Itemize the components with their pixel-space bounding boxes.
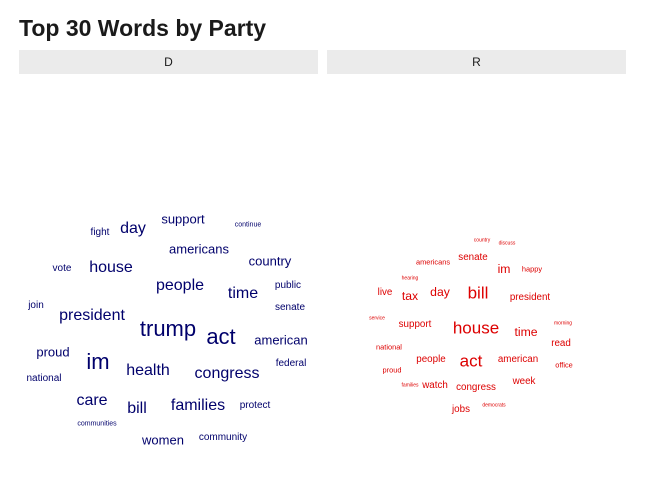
word-r-day: day xyxy=(430,284,450,299)
word-d-support: support xyxy=(161,211,205,227)
word-r-discuss: discuss xyxy=(498,240,516,247)
word-d-vote: vote xyxy=(52,263,72,274)
word-r-country: country xyxy=(473,237,491,244)
word-r-service: service xyxy=(369,315,385,322)
word-d-senate: senate xyxy=(274,302,306,313)
word-d-fight: fight xyxy=(90,227,110,238)
word-d-trump: trump xyxy=(139,316,197,341)
word-d-country: country xyxy=(248,253,292,269)
word-r-im: im xyxy=(497,261,511,276)
word-d-act: act xyxy=(206,324,236,349)
chart-title: Top 30 Words by Party xyxy=(19,15,267,41)
word-r-americans: americans xyxy=(415,257,451,267)
word-d-congress: congress xyxy=(194,365,260,382)
facet-panel-r: R bill house act time day tax im american people… xyxy=(327,50,626,490)
word-r-hearing: hearing xyxy=(401,275,419,282)
word-r-democrats: democrats xyxy=(482,402,506,409)
word-d-president: president xyxy=(59,307,125,324)
word-d-care: care xyxy=(76,392,108,409)
word-d-join: join xyxy=(28,300,44,311)
word-cloud-r: bill house act time day tax im american people pr… xyxy=(327,74,626,490)
word-r-president: president xyxy=(509,292,551,304)
word-r-happy: happy xyxy=(521,264,543,274)
word-r-read: read xyxy=(551,338,571,350)
word-d-proud: proud xyxy=(36,344,70,360)
word-r-bill: bill xyxy=(467,283,489,303)
word-r-morning: morning xyxy=(553,320,573,327)
word-r-families: families xyxy=(401,382,419,389)
word-r-support: support xyxy=(398,319,432,331)
word-d-public: public xyxy=(274,280,302,291)
word-r-senate: senate xyxy=(458,252,488,264)
word-d-people: people xyxy=(155,277,205,294)
word-r-time: time xyxy=(514,324,538,339)
word-d-continue: continue xyxy=(234,221,262,229)
word-d-protect: protect xyxy=(239,400,271,411)
word-r-act: act xyxy=(459,351,483,371)
word-d-health: health xyxy=(126,362,170,379)
facet-strip-d: D xyxy=(19,50,318,74)
word-d-national: national xyxy=(26,373,62,384)
word-d-families: families xyxy=(170,397,226,414)
word-r-tax: tax xyxy=(401,288,419,303)
word-d-communities: communities xyxy=(77,420,117,428)
word-d-community: community xyxy=(198,432,248,443)
word-cloud-d: trump act im people health bill house time care c… xyxy=(19,74,318,490)
facet-strip-r: R xyxy=(327,50,626,74)
facet-panel-d: D trump act im people health bill house time car… xyxy=(19,50,318,490)
word-r-week: week xyxy=(512,376,536,388)
word-d-federal: federal xyxy=(275,358,307,369)
word-r-congress: congress xyxy=(456,382,496,394)
word-r-people: people xyxy=(416,354,446,366)
word-d-women: women xyxy=(142,432,184,448)
word-r-watch: watch xyxy=(422,380,448,392)
word-d-americans: americans xyxy=(169,241,229,257)
word-r-national: national xyxy=(376,342,402,352)
word-r-live: live xyxy=(377,287,393,299)
word-r-office: office xyxy=(555,360,573,370)
word-r-jobs: jobs xyxy=(452,404,470,416)
word-d-day: day xyxy=(120,220,146,237)
word-r-american: american xyxy=(497,354,539,366)
word-d-american: american xyxy=(254,332,308,348)
word-d-house: house xyxy=(89,259,133,276)
word-r-house: house xyxy=(452,318,500,338)
word-d-bill: bill xyxy=(127,400,147,417)
word-r-proud: proud xyxy=(382,365,402,375)
word-d-time: time xyxy=(227,285,259,302)
word-d-im: im xyxy=(86,349,110,374)
